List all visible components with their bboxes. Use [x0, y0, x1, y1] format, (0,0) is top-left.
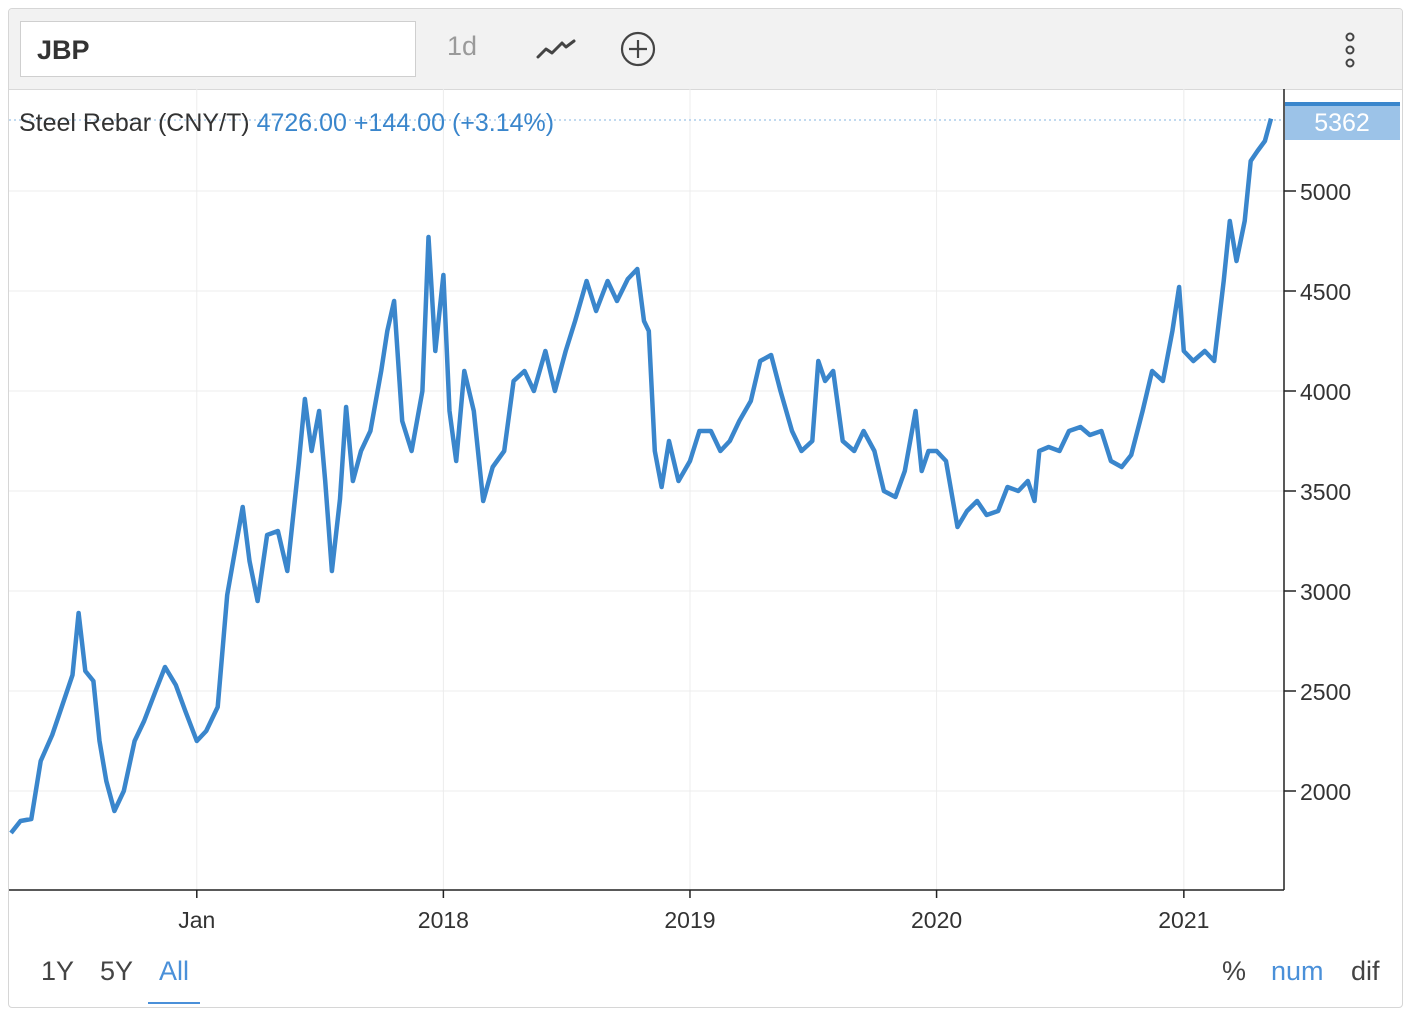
mode-num-button[interactable]: num	[1271, 956, 1324, 986]
x-tick-label: 2020	[911, 907, 962, 933]
y-tick-label: 5000	[1300, 179, 1351, 205]
plus-circle-icon[interactable]	[619, 30, 657, 68]
toolbar: JBP 1d	[9, 9, 1402, 90]
x-tick-label: 2019	[664, 907, 715, 933]
chart-area[interactable]: 2000 2500 3000 3500 4000 4500 5000 Jan 2018 2019…	[9, 9, 1402, 1007]
active-range-indicator	[148, 1002, 200, 1004]
mode-percent-button[interactable]: %	[1222, 956, 1247, 986]
line-chart-icon[interactable]	[536, 37, 576, 61]
mode-dif-button[interactable]: dif	[1351, 956, 1380, 986]
y-tick-label: 2500	[1300, 679, 1351, 705]
footer: 1Y 5Y All % num dif	[9, 954, 1402, 1006]
y-tick-label: 4000	[1300, 379, 1351, 405]
legend-price: 4726.00	[256, 109, 347, 137]
y-tick-label: 2000	[1300, 779, 1351, 805]
vertical-dots-icon[interactable]	[1340, 31, 1360, 71]
range-5y-button[interactable]: 5Y	[100, 956, 134, 986]
y-tick-label: 3500	[1300, 479, 1351, 505]
last-price-badge	[1285, 102, 1400, 140]
x-tick-label: 2018	[418, 907, 469, 933]
last-price-label: 5362	[1314, 109, 1370, 137]
range-1y-button[interactable]: 1Y	[41, 956, 75, 986]
interval-selector[interactable]: 1d	[447, 31, 478, 61]
x-tick-label: Jan	[178, 907, 215, 933]
y-tick-label: 4500	[1300, 279, 1351, 305]
legend-change-pct: (+3.14%)	[451, 109, 555, 137]
price-series-line	[9, 118, 1274, 835]
symbol-input[interactable]: JBP	[20, 21, 416, 77]
range-all-button[interactable]: All	[159, 956, 190, 986]
y-tick-label: 3000	[1300, 579, 1351, 605]
legend-change: +144.00	[353, 109, 445, 137]
chart-widget: JBP 1d 2000 2500 3000 3500 4000 4500 5000 Jan 2…	[8, 8, 1403, 1008]
series-legend: Steel Rebar (CNY/T) 4726.00 +144.00 (+3.…	[19, 109, 554, 138]
x-tick-label: 2021	[1158, 907, 1209, 933]
legend-name: Steel Rebar (CNY/T)	[19, 109, 250, 137]
